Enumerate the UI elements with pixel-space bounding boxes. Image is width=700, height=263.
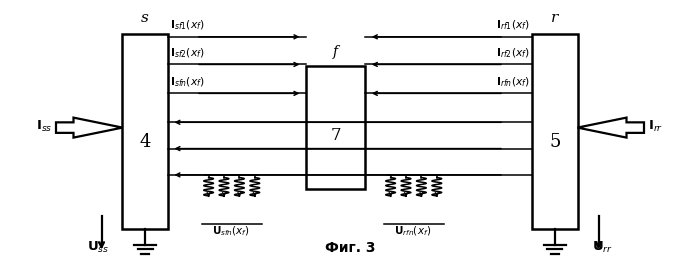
Text: $\mathbf{U}_{ss}$: $\mathbf{U}_{ss}$ xyxy=(87,240,109,255)
Text: $\mathbf{U}_{rr}$: $\mathbf{U}_{rr}$ xyxy=(592,240,612,255)
Text: 5: 5 xyxy=(549,133,561,151)
Text: $\mathbf{I}_{sf1}(x_f)$: $\mathbf{I}_{sf1}(x_f)$ xyxy=(170,18,205,32)
Text: $\mathbf{I}_{sf2}(x_f)$: $\mathbf{I}_{sf2}(x_f)$ xyxy=(170,46,205,60)
Text: $\mathbf{I}_{rf1}(x_f)$: $\mathbf{I}_{rf1}(x_f)$ xyxy=(496,18,530,32)
Bar xyxy=(306,66,365,189)
Text: $\mathbf{U}_{sfn}(x_f)$: $\mathbf{U}_{sfn}(x_f)$ xyxy=(212,225,250,239)
Text: $\mathbf{I}_{rf2}(x_f)$: $\mathbf{I}_{rf2}(x_f)$ xyxy=(496,46,530,60)
Text: $\mathbf{I}_{ss}$: $\mathbf{I}_{ss}$ xyxy=(36,119,52,134)
Text: 7: 7 xyxy=(330,127,341,144)
Bar xyxy=(532,34,578,229)
Text: $\mathbf{I}_{rr}$: $\mathbf{I}_{rr}$ xyxy=(648,119,663,134)
Text: s: s xyxy=(141,11,149,25)
Text: f: f xyxy=(333,45,338,59)
Bar xyxy=(122,34,168,229)
Text: $\mathbf{U}_{rfn}(x_f)$: $\mathbf{U}_{rfn}(x_f)$ xyxy=(394,225,432,239)
Text: $\mathbf{I}_{rfn}(x_f)$: $\mathbf{I}_{rfn}(x_f)$ xyxy=(496,75,530,89)
Text: Фиг. 3: Фиг. 3 xyxy=(325,241,375,255)
Text: 4: 4 xyxy=(139,133,151,151)
Text: $\mathbf{I}_{sfn}(x_f)$: $\mathbf{I}_{sfn}(x_f)$ xyxy=(170,75,205,89)
Text: r: r xyxy=(551,11,559,25)
